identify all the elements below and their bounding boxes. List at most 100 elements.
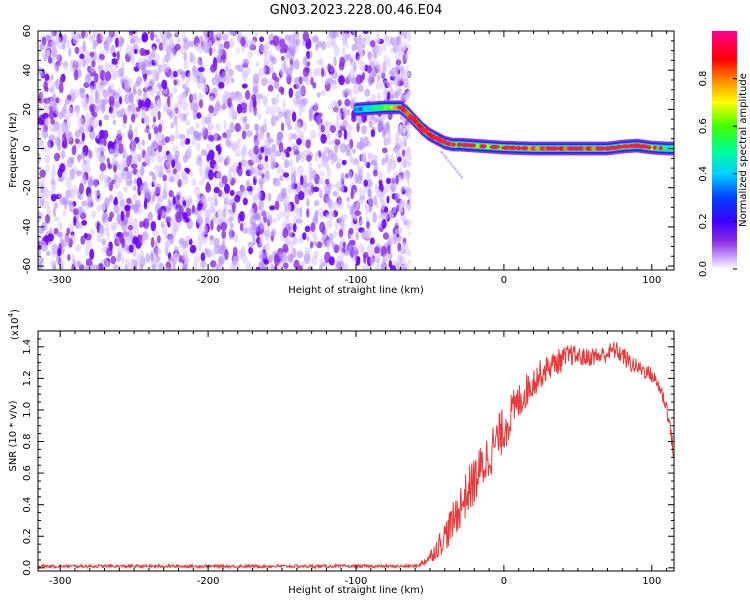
noise-blob — [91, 60, 96, 68]
noise-blob — [138, 57, 143, 67]
y-tick-label: 0 — [22, 145, 33, 151]
noise-blob — [188, 171, 194, 177]
noise-blob — [333, 143, 339, 154]
noise-blob — [300, 151, 305, 159]
spectrogram-x-label: Height of straight line (km) — [288, 285, 424, 296]
noise-blob — [158, 42, 164, 51]
noise-blob — [359, 166, 364, 172]
noise-blob — [121, 170, 128, 180]
noise-blob — [397, 148, 401, 154]
noise-blob — [250, 43, 255, 50]
noise-blob — [155, 183, 162, 195]
noise-blob — [85, 258, 93, 267]
noise-blob — [251, 152, 257, 164]
noise-blob — [72, 37, 79, 45]
noise-blob — [245, 261, 252, 270]
noise-blob — [406, 64, 410, 69]
noise-blob — [152, 194, 156, 202]
noise-blob — [267, 77, 274, 86]
noise-blob — [70, 189, 76, 200]
noise-blob — [171, 159, 176, 169]
ridge-peak — [466, 143, 477, 148]
noise-blob — [242, 159, 250, 170]
noise-blob — [104, 129, 108, 140]
noise-blob — [208, 95, 214, 102]
noise-blob — [319, 170, 325, 177]
noise-blob — [274, 255, 280, 267]
ridge-peak — [418, 128, 430, 133]
noise-blob — [122, 148, 127, 160]
noise-blob — [172, 51, 177, 57]
noise-blob — [206, 116, 211, 125]
noise-blob — [174, 246, 179, 253]
colorbar-tick-label: 0.8 — [698, 71, 709, 87]
noise-blob — [277, 132, 284, 140]
noise-blob — [328, 209, 335, 221]
noise-blob — [79, 53, 85, 60]
noise-blob — [258, 154, 263, 161]
noise-blob — [358, 84, 364, 93]
noise-blob — [128, 244, 134, 253]
noise-blob — [377, 121, 384, 132]
noise-blob — [282, 243, 289, 253]
noise-blob — [91, 210, 97, 219]
noise-blob — [300, 157, 305, 163]
noise-blob — [342, 241, 346, 249]
noise-blob — [247, 50, 253, 59]
noise-blob — [143, 128, 150, 134]
noise-blob — [154, 164, 160, 174]
noise-blob — [383, 54, 389, 66]
noise-blob — [318, 264, 323, 270]
noise-blob — [377, 170, 384, 181]
noise-blob — [280, 55, 285, 62]
noise-blob — [52, 264, 57, 270]
noise-blob — [110, 110, 116, 120]
noise-blob — [281, 187, 287, 196]
noise-blob — [181, 83, 187, 90]
y-tick-label: 1.0 — [22, 402, 33, 418]
noise-blob — [104, 220, 109, 228]
noise-blob — [281, 122, 285, 132]
noise-blob — [284, 216, 290, 227]
noise-blob — [401, 134, 405, 140]
noise-blob — [381, 157, 386, 166]
ridge-peak — [444, 141, 452, 146]
noise-blob — [221, 104, 228, 110]
noise-blob — [366, 179, 373, 188]
noise-blob — [167, 95, 171, 108]
noise-blob — [115, 37, 119, 48]
noise-blob — [136, 253, 142, 264]
noise-blob — [292, 223, 297, 233]
noise-blob — [124, 93, 131, 105]
snr-multiplier-exp: 4 — [7, 312, 15, 317]
noise-blob — [364, 160, 368, 167]
noise-blob — [84, 246, 89, 257]
noise-blob — [71, 263, 76, 270]
noise-blob — [165, 32, 173, 39]
noise-blob — [220, 221, 228, 231]
noise-blob — [195, 141, 201, 152]
noise-blob — [48, 110, 55, 120]
noise-blob — [317, 207, 324, 217]
noise-blob — [143, 73, 147, 82]
noise-blob — [389, 93, 395, 99]
noise-blob — [143, 198, 148, 210]
noise-blob — [259, 259, 264, 269]
noise-blob — [62, 196, 69, 205]
noise-blob — [253, 110, 258, 117]
noise-blob — [302, 56, 308, 66]
noise-blob — [45, 164, 50, 173]
noise-blob — [158, 262, 165, 270]
noise-blob — [236, 31, 244, 35]
noise-blob — [73, 88, 80, 98]
noise-blob — [69, 221, 75, 232]
noise-blob — [373, 195, 378, 206]
noise-blob — [362, 136, 370, 147]
noise-blob — [298, 190, 305, 201]
noise-blob — [236, 165, 240, 174]
noise-blob — [272, 35, 280, 47]
noise-blob — [76, 170, 83, 176]
noise-blob — [328, 198, 333, 210]
noise-blob — [51, 248, 57, 258]
